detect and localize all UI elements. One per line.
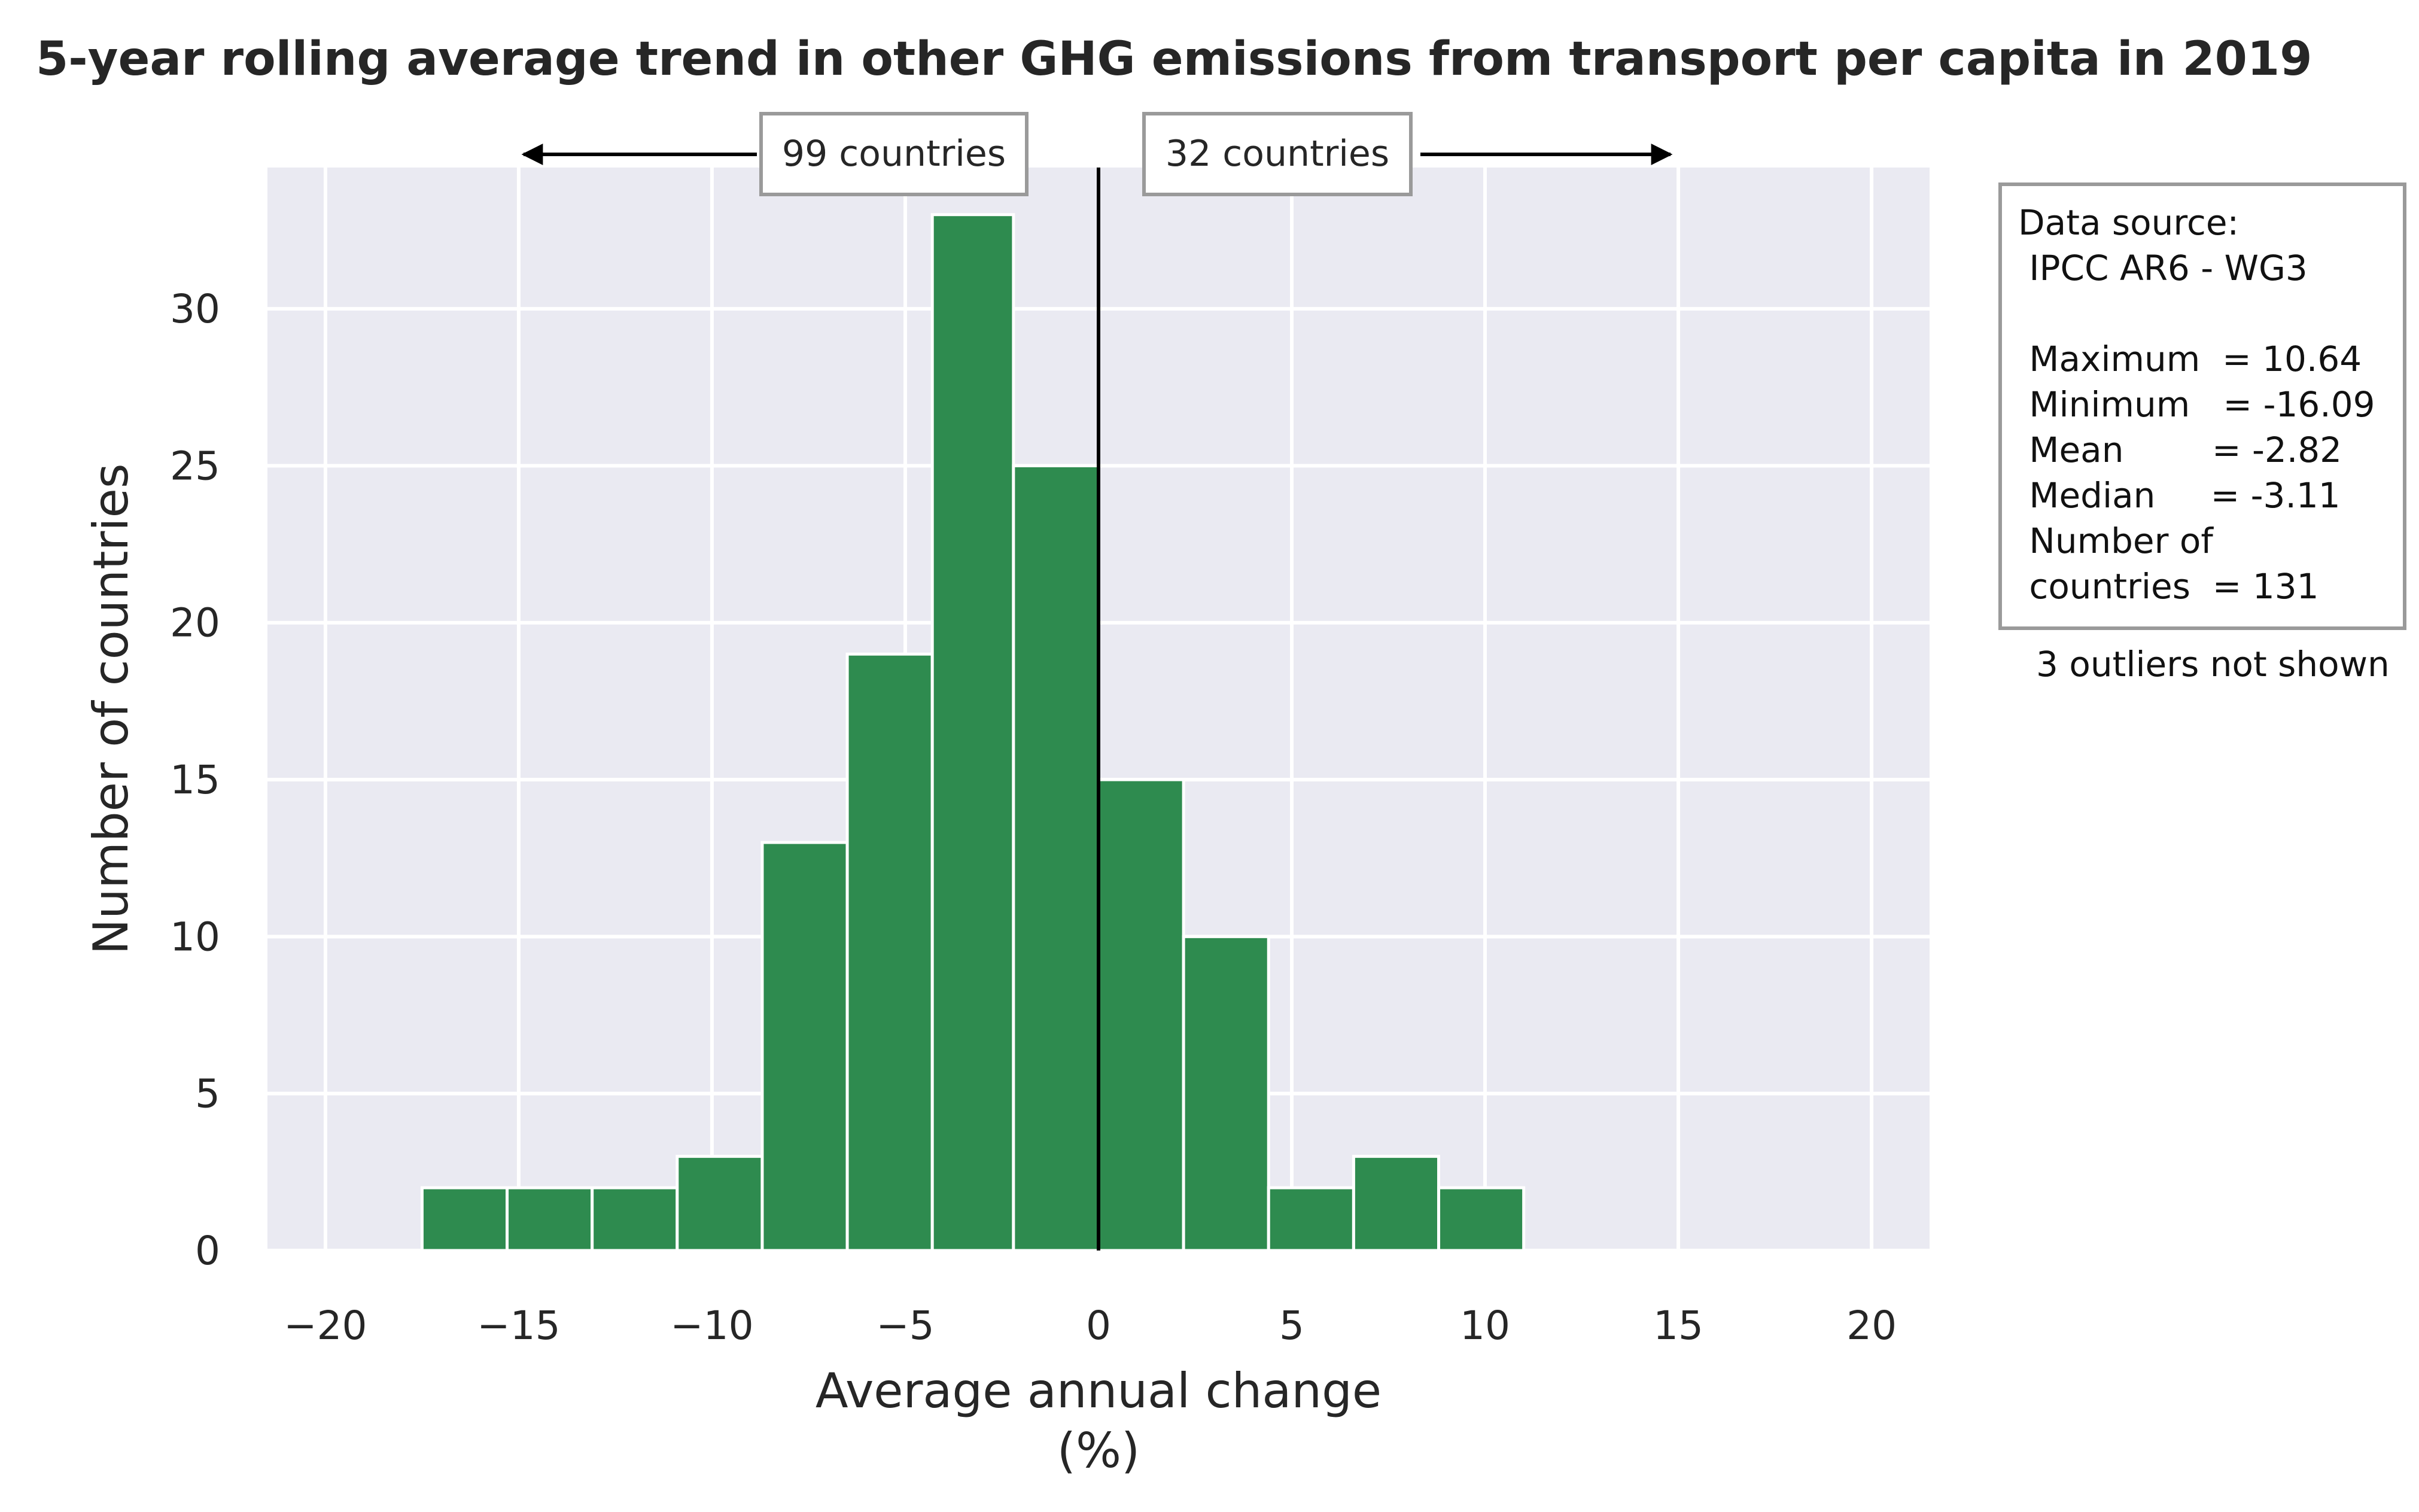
- x-tick-label: 20: [1846, 1303, 1897, 1349]
- y-tick-label: 10: [170, 914, 220, 960]
- x-axis-tick-labels: −20 −15 −10 −5 0 5 10 15 20: [284, 1303, 1897, 1349]
- x-tick-label: 0: [1086, 1303, 1111, 1349]
- histogram-bar: [760, 841, 849, 1252]
- y-tick-label: 5: [195, 1071, 220, 1117]
- histogram-bar: [1267, 1186, 1355, 1252]
- stats-line: countries = 131: [2018, 566, 2319, 607]
- histogram-bar: [930, 213, 1015, 1252]
- histogram-bars: [420, 213, 1526, 1252]
- x-axis-label: Average annual change: [816, 1363, 1382, 1419]
- x-axis-label-unit: (%): [1057, 1423, 1140, 1478]
- histogram-bar: [845, 652, 934, 1252]
- outliers-note: 3 outliers not shown: [2036, 644, 2390, 684]
- right-count-box: [1142, 112, 1413, 196]
- x-tick-label: −20: [284, 1303, 367, 1349]
- stats-box-text: Data source: IPCC AR6 - WG3 Maximum = 10…: [2018, 202, 2375, 607]
- x-tick-label: 5: [1279, 1303, 1304, 1349]
- x-tick-label: 10: [1460, 1303, 1510, 1349]
- histogram-bar: [676, 1155, 764, 1252]
- histogram-bar: [506, 1186, 594, 1252]
- y-axis-label: Number of countries: [83, 463, 139, 954]
- stats-line: IPCC AR6 - WG3: [2018, 248, 2308, 288]
- stats-line: Median = -3.11: [2018, 475, 2341, 516]
- y-tick-label: 0: [195, 1228, 220, 1274]
- y-tick-label: 25: [170, 443, 220, 489]
- histogram-bar: [420, 1186, 509, 1252]
- y-tick-label: 20: [170, 600, 220, 646]
- x-tick-label: −10: [670, 1303, 753, 1349]
- stats-line: Data source:: [2018, 202, 2239, 243]
- histogram-bar: [591, 1186, 679, 1252]
- histogram-bar: [1012, 464, 1100, 1252]
- stats-line: Mean = -2.82: [2018, 430, 2342, 470]
- stats-line: Minimum = -16.09: [2018, 384, 2375, 425]
- x-tick-label: −15: [477, 1303, 560, 1349]
- x-tick-label: 15: [1653, 1303, 1703, 1349]
- histogram-bar: [1182, 935, 1270, 1252]
- right-count-label: 32 countries: [1166, 133, 1389, 175]
- chart-title: 5-year rolling average trend in other GH…: [36, 32, 2312, 86]
- y-tick-label: 15: [170, 757, 220, 803]
- stats-box: [1998, 182, 2406, 630]
- left-count-box: [759, 112, 1029, 196]
- histogram-bar: [1437, 1186, 1526, 1252]
- x-tick-label: −5: [876, 1303, 934, 1349]
- stats-line: Number of: [2018, 521, 2214, 561]
- histogram-bar: [1352, 1155, 1441, 1252]
- y-tick-label: 30: [170, 286, 220, 332]
- stats-line: Maximum = 10.64: [2018, 339, 2362, 379]
- y-axis-tick-labels: 0 5 10 15 20 25 30: [170, 286, 220, 1274]
- left-count-label: 99 countries: [782, 133, 1006, 175]
- histogram-bar: [1097, 778, 1185, 1252]
